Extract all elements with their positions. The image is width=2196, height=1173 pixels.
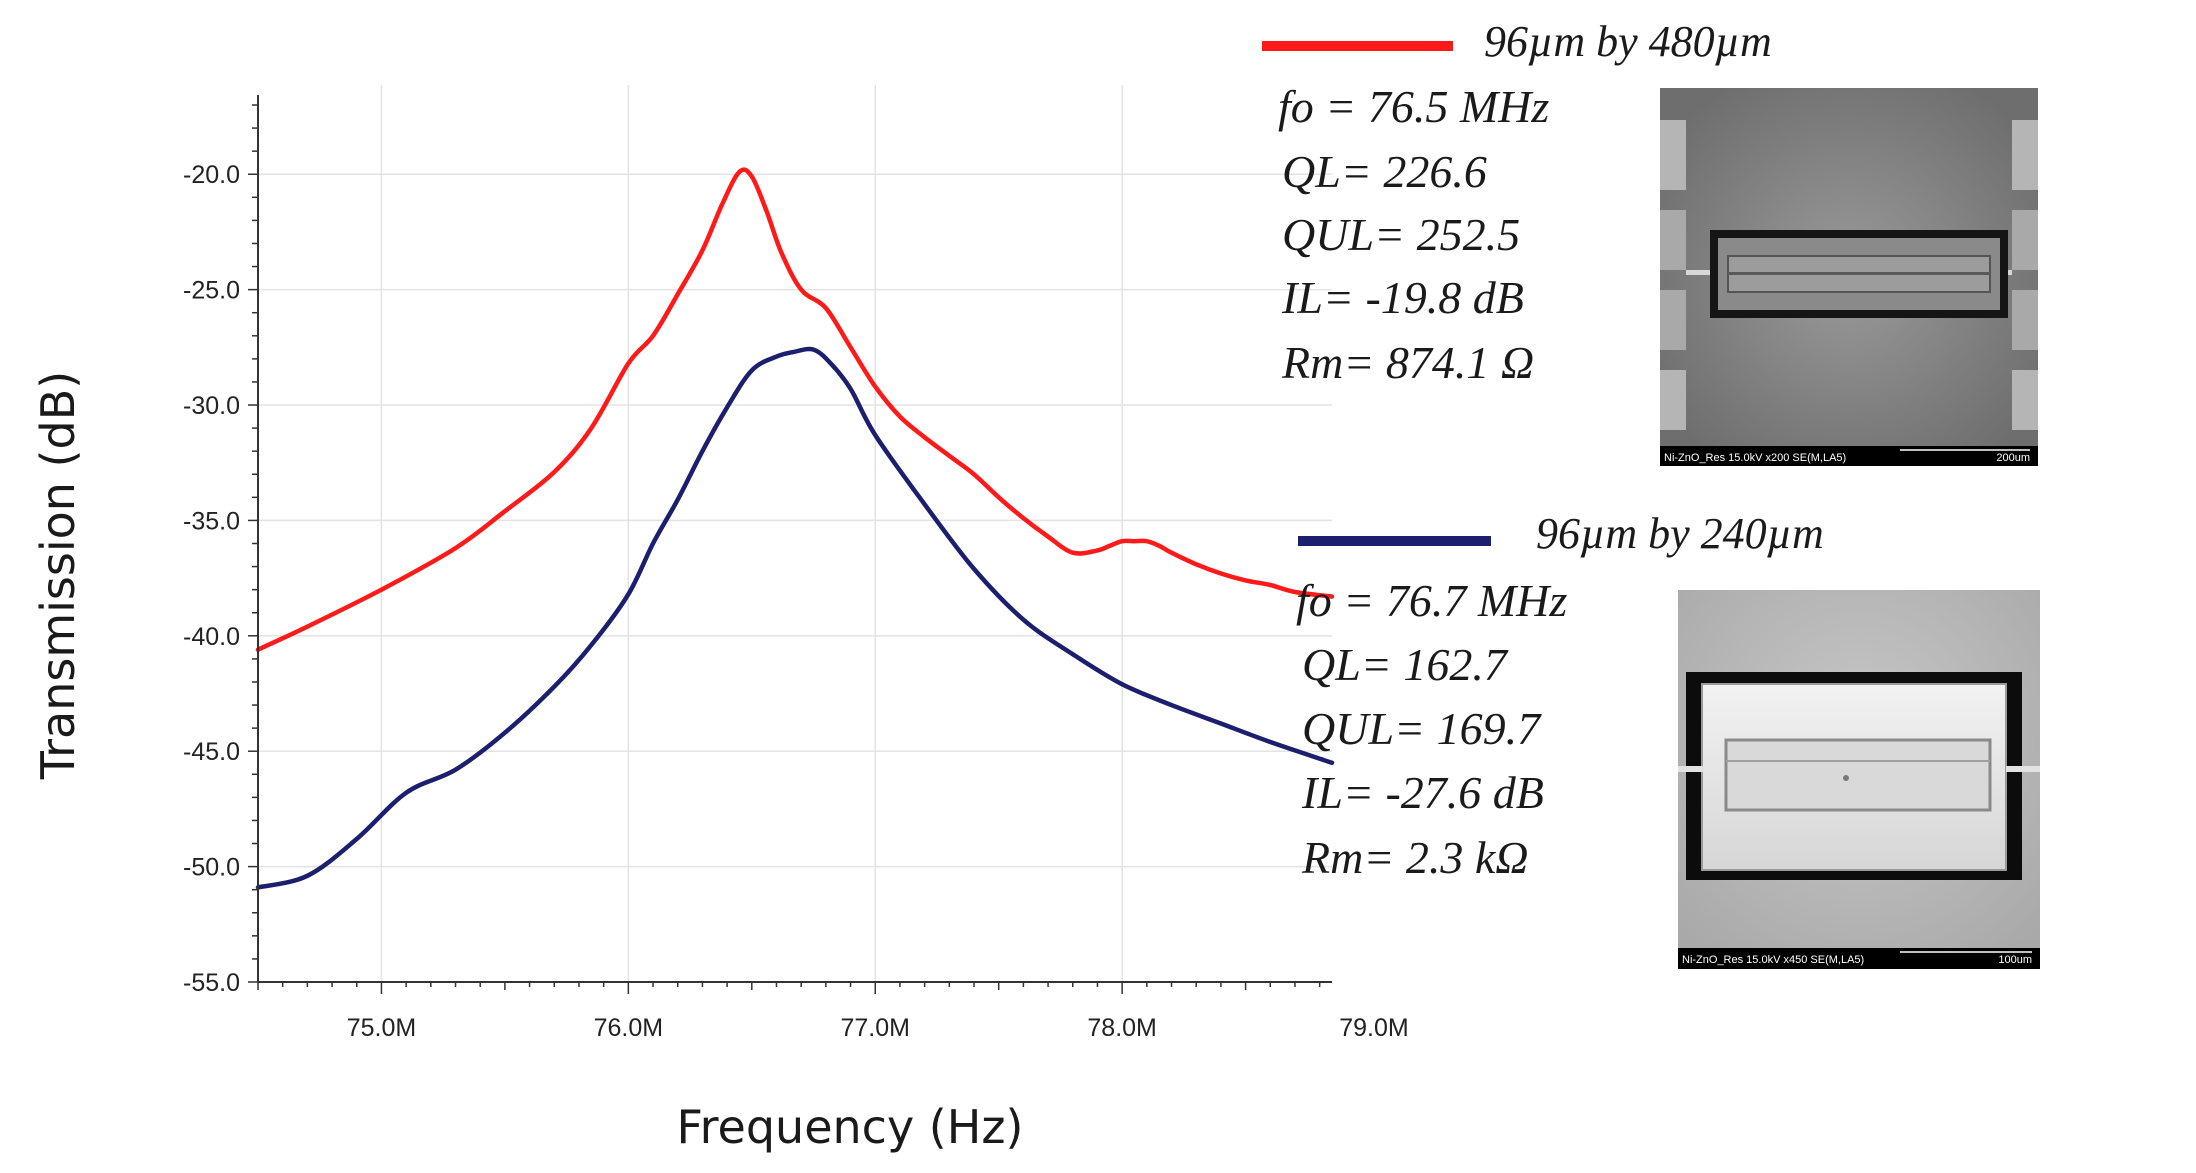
sem-image-1-info: Ni-ZnO_Res 15.0kV x200 SE(M,LA5)	[1664, 452, 1846, 464]
x-tick-label: 79.0M	[1339, 1014, 1408, 1042]
y-tick-label: -25.0	[183, 277, 240, 305]
x-axis-label: Frequency (Hz)	[677, 1100, 1024, 1154]
legend-1-il: IL= -19.8 dB	[1281, 272, 1524, 323]
y-tick-label: -55.0	[183, 969, 240, 997]
sem-image-2: Ni-ZnO_Res 15.0kV x450 SE(M,LA5) 100um	[1678, 590, 2040, 969]
x-tick-label: 75.0M	[347, 1014, 416, 1042]
series-line-1	[255, 167, 1335, 652]
legend-2-fo: fo = 76.7 MHz	[1296, 575, 1567, 626]
sem-image-1: Ni-ZnO_Res 15.0kV x200 SE(M,LA5) 200um	[1660, 88, 2038, 466]
y-tick-label: -45.0	[183, 738, 240, 766]
ticks: -20.0 -25.0 -30.0 -35.0 -40.0 -45.0 -50.0 -55.0…	[183, 104, 1409, 1042]
legend-2-ql: QL= 162.7	[1302, 639, 1509, 690]
series-line-2	[255, 346, 1335, 890]
sem-image-1-scale: 200um	[1996, 452, 2030, 464]
legend-1-qul: QUL= 252.5	[1282, 209, 1520, 260]
legend-1-title: 96µm by 480µm	[1484, 17, 1772, 66]
legend-2: 96µm by 240µm fo = 76.7 MHz QL= 162.7 QU…	[1296, 509, 1824, 883]
legend-1-fo: fo = 76.5 MHz	[1278, 81, 1549, 132]
sem-image-2-scale: 100um	[1998, 954, 2032, 966]
y-tick-label: -40.0	[183, 623, 240, 651]
x-tick-label: 78.0M	[1087, 1014, 1156, 1042]
series-group	[255, 167, 1335, 890]
y-tick-label: -50.0	[183, 854, 240, 882]
legend-1: 96µm by 480µm fo = 76.5 MHz QL= 226.6 QU…	[1262, 17, 1772, 388]
legend-1-ql: QL= 226.6	[1282, 146, 1487, 197]
x-tick-label: 77.0M	[840, 1014, 909, 1042]
legend-2-il: IL= -27.6 dB	[1301, 767, 1544, 818]
legend-2-qul: QUL= 169.7	[1302, 703, 1542, 754]
grid	[258, 85, 1332, 983]
y-tick-label: -20.0	[183, 161, 240, 189]
legend-2-title: 96µm by 240µm	[1536, 509, 1824, 558]
y-tick-label: -35.0	[183, 507, 240, 535]
y-tick-label: -30.0	[183, 392, 240, 420]
legend-2-rm: Rm= 2.3 kΩ	[1301, 832, 1529, 883]
axes	[257, 95, 1332, 983]
y-axis-label: Transmission (dB)	[31, 371, 85, 780]
sem-image-2-info: Ni-ZnO_Res 15.0kV x450 SE(M,LA5)	[1682, 954, 1864, 966]
legend-1-rm: Rm= 874.1 Ω	[1281, 337, 1534, 388]
x-tick-label: 76.0M	[594, 1014, 663, 1042]
